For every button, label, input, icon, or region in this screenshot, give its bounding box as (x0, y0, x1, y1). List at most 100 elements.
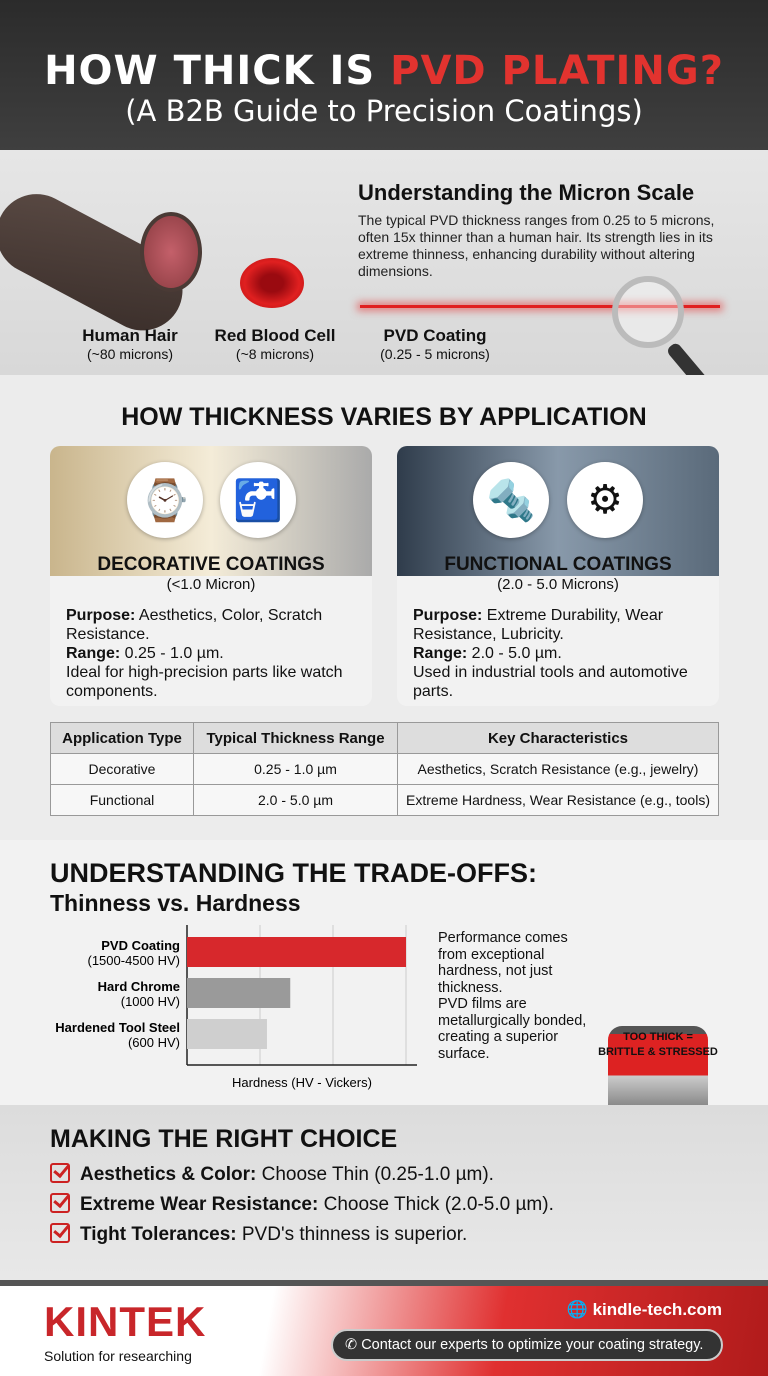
category-sublabel: (1500-4500 HV) (88, 953, 181, 968)
tradeoffs-text1: Performance comes from exceptional hardn… (438, 930, 568, 996)
card-body: Purpose: Aesthetics, Color, Scratch Resi… (66, 606, 362, 701)
contact-button[interactable]: ✆ Contact our experts to optimize your c… (331, 1329, 723, 1361)
purpose-text: Aesthetics, Color, Scratch Resistance. (66, 607, 323, 643)
checkbox-icon (50, 1193, 70, 1213)
application-section: HOW THICKNESS VARIES BY APPLICATION ⌚ 🚰 … (0, 375, 768, 840)
title-part1: HOW THICK IS (44, 48, 391, 94)
list-item: Extreme Wear Resistance: Choose Thick (2… (50, 1193, 554, 1223)
bar (187, 1019, 267, 1049)
subtitle: (A B2B Guide to Precision Coatings) (125, 94, 643, 128)
column-header: Typical Thickness Range (193, 722, 398, 754)
warning-label: TOO THICK = BRITTLE & STRESSED (598, 1030, 718, 1060)
micron-text: The typical PVD thickness ranges from 0.… (358, 212, 715, 279)
card-subtitle: (2.0 - 5.0 Microns) (497, 576, 619, 593)
list-item: Tight Tolerances: PVD's thinness is supe… (50, 1223, 554, 1253)
micron-heading: Understanding the Micron Scale (358, 180, 695, 205)
category-sublabel: (600 HV) (128, 1035, 180, 1050)
table-cell: 2.0 - 5.0 µm (193, 784, 398, 816)
micron-scale-section: Human Hair (~80 microns) Red Blood Cell … (0, 150, 768, 389)
item-bold: Extreme Wear Resistance: (80, 1194, 319, 1215)
table-cell: Functional (50, 784, 194, 816)
choice-section: MAKING THE RIGHT CHOICE Aesthetics & Col… (0, 1105, 768, 1280)
range-text: 2.0 - 5.0 µm. (467, 645, 562, 662)
hair-cross-section (140, 212, 202, 292)
column-header: Application Type (50, 722, 194, 754)
item-text: PVD's thinness is superior. (236, 1224, 468, 1245)
hair-label: Human Hair (82, 326, 178, 345)
website-link[interactable]: 🌐 kindle-tech.com (567, 1300, 722, 1320)
purpose-text: Extreme Durability, Wear Resistance, Lub… (413, 607, 664, 643)
phone-icon: ✆ (345, 1337, 362, 1353)
globe-icon: 🌐 (566, 1300, 593, 1319)
item-bold: Aesthetics & Color: (80, 1164, 257, 1185)
card-note: Used in industrial tools and automotive … (413, 664, 688, 700)
cracked-coating-icon (608, 1026, 708, 1106)
table-cell: Aesthetics, Scratch Resistance (e.g., je… (397, 753, 719, 785)
title-part2: PVD PLATING? (390, 48, 724, 94)
header: HOW THICK IS PVD PLATING? (A B2B Guide t… (0, 0, 768, 150)
warning-line1: TOO THICK = (623, 1031, 693, 1043)
tradeoffs-section: UNDERSTANDING THE TRADE-OFFS: Thinness v… (0, 840, 768, 1106)
table-cell: Extreme Hardness, Wear Resistance (e.g.,… (397, 784, 719, 816)
tradeoffs-text2: PVD films are metallurgically bonded, cr… (438, 996, 587, 1062)
column-header: Key Characteristics (397, 722, 719, 754)
footer: KINTEK Solution for researching 🌐 kindle… (0, 1280, 768, 1376)
table-row: Functional 2.0 - 5.0 µm Extreme Hardness… (50, 784, 719, 816)
category-sublabel: (1000 HV) (121, 994, 180, 1009)
pvd-coating-line (360, 305, 720, 308)
pvd-label: PVD Coating (383, 326, 487, 345)
decorative-card: ⌚ 🚰 DECORATIVE COATINGS (<1.0 Micron) Pu… (50, 446, 372, 706)
drill-bit-icon: 🔩 (473, 462, 549, 538)
table-cell: Decorative (50, 753, 194, 785)
blood-cell-label: Red Blood Cell (214, 326, 336, 345)
hardness-chart: PVD Coating(1500-4500 HV) Hard Chrome(100… (55, 925, 417, 1090)
warning-line2: BRITTLE & STRESSED (598, 1046, 718, 1058)
gear-icon: ⚙ (567, 462, 643, 538)
list-item: Aesthetics & Color: Choose Thin (0.25-1.… (50, 1163, 554, 1193)
checkbox-icon (50, 1223, 70, 1243)
card-title: FUNCTIONAL COATINGS (444, 554, 672, 575)
blood-cell-sub: (~8 microns) (235, 346, 315, 362)
purpose-label: Purpose: (413, 607, 483, 624)
bar (187, 978, 291, 1008)
card-note: Ideal for high-precision parts like watc… (66, 664, 343, 700)
range-text: 0.25 - 1.0 µm. (120, 645, 224, 662)
category-label: Hardened Tool Steel (55, 1020, 180, 1035)
thickness-table: Application Type Typical Thickness Range… (50, 722, 719, 816)
application-heading: HOW THICKNESS VARIES BY APPLICATION (121, 403, 647, 431)
kintek-logo: KINTEK (44, 1298, 207, 1345)
category-label: Hard Chrome (98, 979, 180, 994)
item-bold: Tight Tolerances: (80, 1224, 237, 1245)
watch-icon: ⌚ (127, 462, 203, 538)
table-row: Decorative 0.25 - 1.0 µm Aesthetics, Scr… (50, 753, 719, 785)
bar (187, 937, 406, 967)
card-title: DECORATIVE COATINGS (97, 554, 325, 575)
faucet-icon: 🚰 (220, 462, 296, 538)
tradeoffs-text: Performance comes from exceptional hardn… (438, 930, 588, 1062)
contact-text: Contact our experts to optimize your coa… (361, 1337, 704, 1353)
tagline: Solution for researching (44, 1348, 192, 1364)
tradeoffs-subheading: Thinness vs. Hardness (50, 890, 301, 916)
hair-sub: (~80 microns) (87, 346, 173, 362)
x-axis-label: Hardness (HV - Vickers) (232, 1075, 372, 1090)
item-text: Choose Thick (2.0-5.0 µm). (318, 1194, 554, 1215)
table-header-row: Application Type Typical Thickness Range… (50, 722, 719, 754)
functional-card: 🔩 ⚙ FUNCTIONAL COATINGS (2.0 - 5.0 Micro… (397, 446, 719, 706)
choice-list: Aesthetics & Color: Choose Thin (0.25-1.… (50, 1163, 554, 1253)
card-subtitle: (<1.0 Micron) (166, 576, 256, 593)
checkbox-icon (50, 1163, 70, 1183)
card-body: Purpose: Extreme Durability, Wear Resist… (413, 606, 709, 701)
tradeoffs-heading: UNDERSTANDING THE TRADE-OFFS: (50, 858, 537, 888)
red-blood-cell-image (240, 258, 304, 308)
magnifier-icon (612, 276, 684, 348)
category-label: PVD Coating (101, 938, 180, 953)
table-cell: 0.25 - 1.0 µm (193, 753, 398, 785)
pvd-sub: (0.25 - 5 microns) (380, 346, 490, 362)
range-label: Range: (413, 645, 468, 662)
purpose-label: Purpose: (66, 607, 136, 624)
choice-heading: MAKING THE RIGHT CHOICE (50, 1125, 398, 1153)
range-label: Range: (66, 645, 121, 662)
main-title: HOW THICK IS PVD PLATING? (0, 48, 768, 94)
website-text: kindle-tech.com (592, 1300, 722, 1319)
item-text: Choose Thin (0.25-1.0 µm). (256, 1164, 494, 1185)
